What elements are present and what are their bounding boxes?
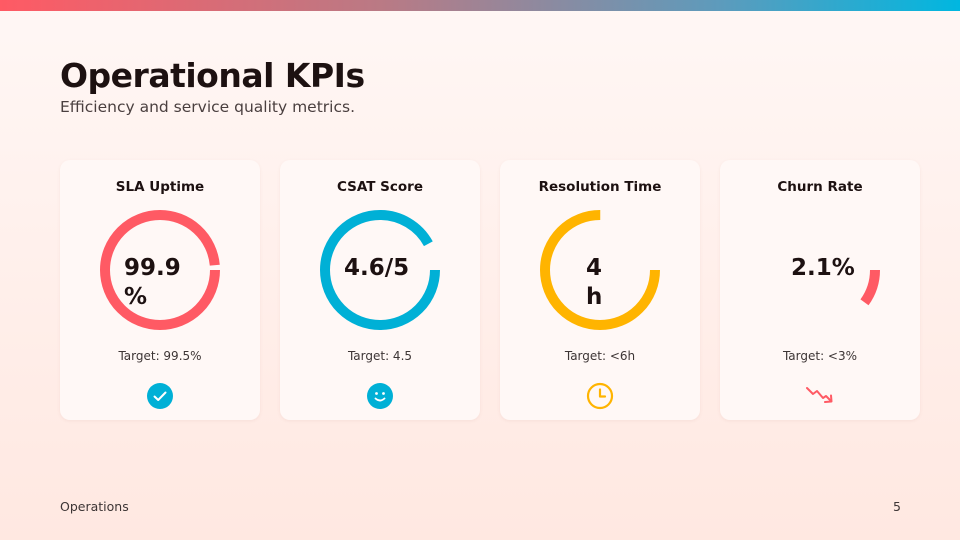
kpi-gauge-ring [320,210,440,330]
kpi-gauge-ring [100,210,220,330]
slide-title: Operational KPIs [60,56,365,95]
kpi-value: 2.1% [791,255,855,281]
kpi-card-title: SLA Uptime [115,179,205,195]
kpi-value: 99.9 % [124,255,181,310]
kpi-target: Target: <3% [782,349,858,363]
kpi-gauge [760,210,880,330]
kpi-target: Target: <6h [564,349,636,363]
page-number: 5 [893,499,901,514]
kpi-gauge-ring [540,210,660,330]
accent-top-bar [0,0,960,11]
check-circle-icon [147,383,173,409]
kpi-card-resolution-time: Resolution Time 4 h Target: <6h [500,160,700,420]
kpi-target: Target: 99.5% [118,349,202,363]
kpi-card-title: Churn Rate [777,179,863,195]
kpi-card-title: CSAT Score [336,179,423,195]
kpi-card-title: Resolution Time [538,179,662,195]
smiley-face-icon [367,383,393,409]
kpi-gauge [100,210,220,330]
kpi-card-csat-score: CSAT Score 4.6/5 Target: 4.5 [280,160,480,420]
kpi-gauge [320,210,440,330]
kpi-value: 4.6/5 [344,255,410,281]
kpi-card-sla-uptime: SLA Uptime 99.9 % Target: 99.5% [60,160,260,420]
kpi-value: 4 h [586,255,603,310]
slide-subtitle: Efficiency and service quality metrics. [60,98,355,116]
kpi-target: Target: 4.5 [347,349,413,363]
trend-down-icon [806,387,833,403]
clock-icon [586,382,614,410]
kpi-gauge-ring [760,210,880,330]
footer-section-label: Operations [60,499,129,514]
kpi-card-churn-rate: Churn Rate 2.1% Target: <3% [720,160,920,420]
kpi-gauge [540,210,660,330]
